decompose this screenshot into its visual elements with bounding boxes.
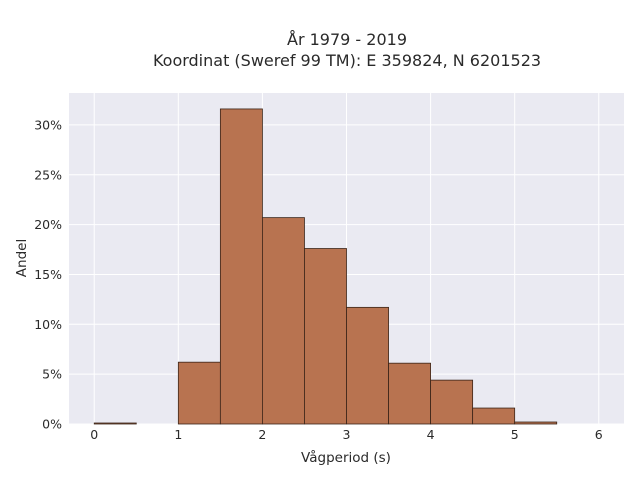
y-tick-label: 0% xyxy=(42,417,62,432)
histogram-bar xyxy=(346,306,389,425)
x-tick-label: 2 xyxy=(258,427,266,442)
histogram-bar xyxy=(219,108,263,425)
chart-title-line2: Koordinat (Sweref 99 TM): E 359824, N 62… xyxy=(153,51,541,70)
histogram-bar xyxy=(93,422,137,425)
chart-title-line1: År 1979 - 2019 xyxy=(287,30,407,49)
x-tick-label: 1 xyxy=(174,427,182,442)
x-tick-label: 6 xyxy=(595,427,603,442)
y-tick-label: 25% xyxy=(34,167,62,182)
y-axis-ticks: 0% 5% 10% 15% 20% 25% 30% xyxy=(34,117,62,431)
histogram-bar xyxy=(262,217,305,425)
y-tick-label: 5% xyxy=(42,367,62,382)
x-tick-label: 4 xyxy=(427,427,435,442)
x-tick-label: 0 xyxy=(90,427,98,442)
x-axis-ticks: 0 1 2 3 4 5 6 xyxy=(90,427,603,442)
x-tick-label: 5 xyxy=(511,427,519,442)
y-axis-title: Andel xyxy=(14,239,30,277)
x-tick-label: 3 xyxy=(343,427,351,442)
histogram-bar xyxy=(430,379,474,425)
histogram-bar xyxy=(304,248,347,425)
histogram-bar xyxy=(472,407,516,425)
histogram-bar xyxy=(177,361,221,425)
y-tick-label: 15% xyxy=(34,267,62,282)
bars xyxy=(93,108,558,425)
y-tick-label: 10% xyxy=(34,317,62,332)
x-axis-title: Vågperiod (s) xyxy=(301,449,391,466)
y-tick-label: 30% xyxy=(34,117,62,132)
y-tick-label: 20% xyxy=(34,217,62,232)
histogram-bar xyxy=(514,421,558,425)
histogram-bar xyxy=(388,362,431,425)
